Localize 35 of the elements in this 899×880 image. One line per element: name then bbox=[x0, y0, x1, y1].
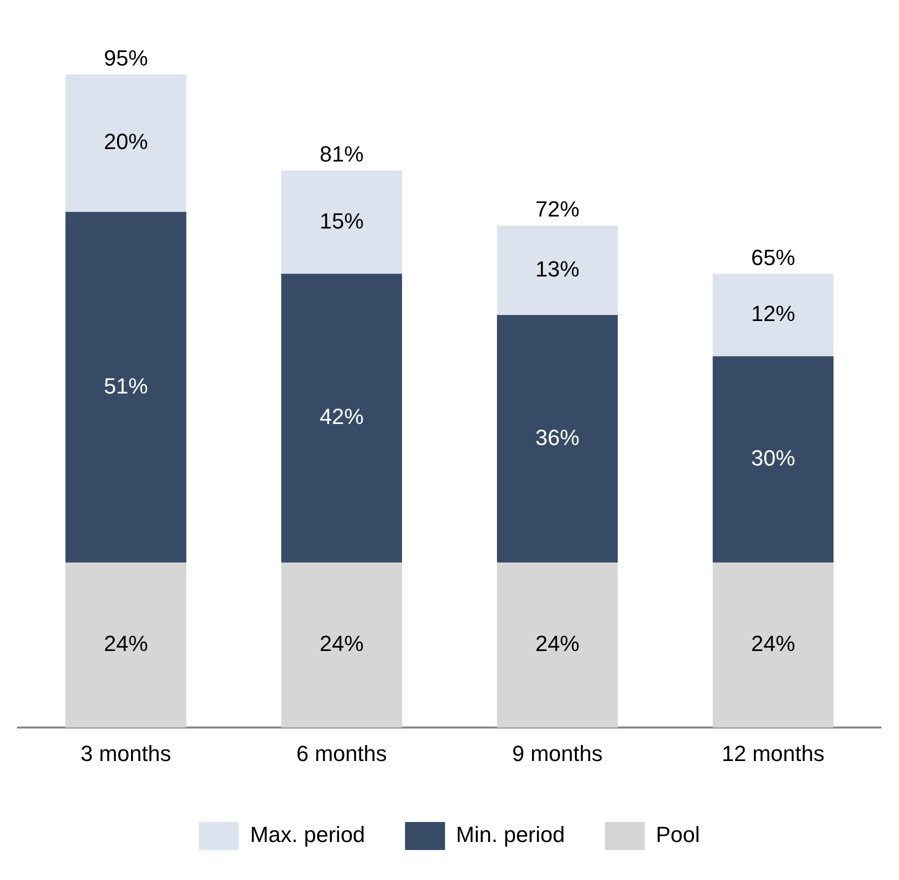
x-tick-label: 3 months bbox=[80, 740, 172, 766]
data-label: 12% bbox=[751, 301, 796, 326]
data-label: 42% bbox=[320, 404, 364, 430]
data-label: 13% bbox=[535, 256, 580, 282]
bar bbox=[281, 170, 402, 274]
data-label: 30% bbox=[751, 446, 796, 470]
data-label: 24% bbox=[535, 631, 580, 656]
bar bbox=[281, 562, 402, 728]
bar bbox=[712, 562, 834, 728]
x-tick-label: 6 months bbox=[296, 740, 387, 766]
bar bbox=[496, 562, 618, 728]
x-tick-label: 12 months bbox=[722, 740, 824, 766]
data-label: 24% bbox=[320, 631, 364, 656]
data-label: 51% bbox=[104, 373, 148, 398]
total-label: 72% bbox=[535, 196, 580, 222]
total-label: 81% bbox=[320, 142, 364, 167]
bar bbox=[65, 562, 186, 728]
legend-label: Min. period bbox=[456, 822, 565, 848]
data-label: 24% bbox=[751, 631, 796, 656]
bar bbox=[496, 315, 618, 563]
bar bbox=[281, 274, 402, 563]
data-label: 20% bbox=[104, 129, 148, 154]
data-label: 15% bbox=[320, 208, 364, 234]
bar bbox=[712, 356, 834, 563]
data-label: 36% bbox=[535, 424, 580, 450]
legend-label: Pool bbox=[656, 822, 700, 848]
bar bbox=[65, 212, 186, 563]
total-label: 65% bbox=[751, 244, 796, 270]
x-tick-label: 9 months bbox=[512, 740, 603, 766]
legend-label: Max. period bbox=[250, 822, 366, 848]
bar bbox=[496, 226, 618, 316]
total-label: 95% bbox=[104, 45, 148, 70]
bar bbox=[712, 274, 834, 356]
data-label: 24% bbox=[104, 631, 148, 656]
bar bbox=[65, 74, 186, 212]
